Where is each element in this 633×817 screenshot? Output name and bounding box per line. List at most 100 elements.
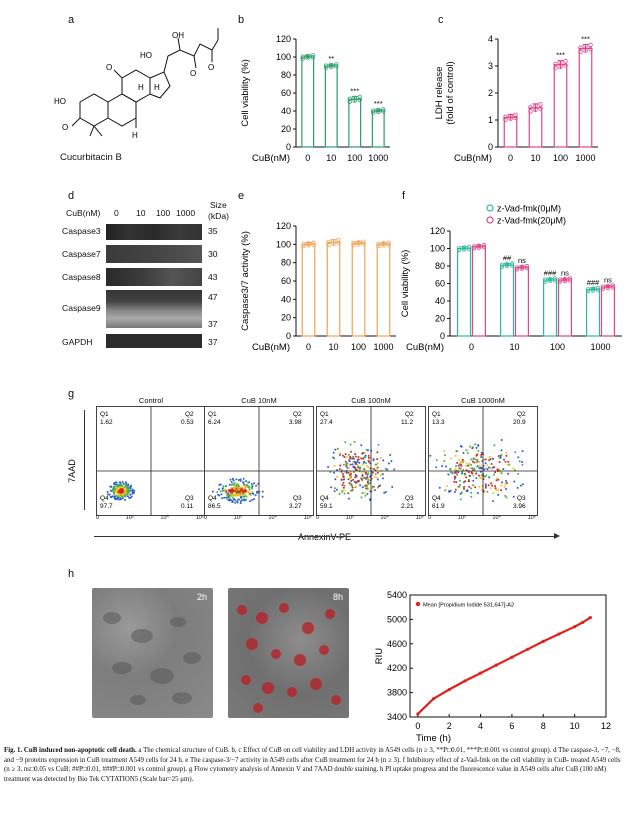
wb-size-caspase3: 35 <box>208 226 218 236</box>
flow-event <box>469 467 472 470</box>
flow-event <box>367 477 370 480</box>
flow-event <box>356 480 359 483</box>
flow-event <box>354 455 357 458</box>
flow-event <box>455 450 458 453</box>
flow-event <box>237 479 240 481</box>
flow-event <box>242 490 245 493</box>
flow-event <box>251 490 254 493</box>
y-tick-label: 80 <box>435 261 445 271</box>
data-point <box>605 283 611 289</box>
flow-event <box>456 473 459 476</box>
flow-event <box>500 439 503 441</box>
flow-event <box>211 490 214 493</box>
flow-event <box>490 487 493 490</box>
flow-event <box>354 481 357 484</box>
flow-event <box>131 490 134 493</box>
flow-event <box>459 483 462 486</box>
data-point <box>329 64 334 70</box>
quadrant-q3-name: Q3 <box>405 495 414 502</box>
flow-event <box>352 471 355 474</box>
flow-event <box>221 487 224 490</box>
flow-event <box>367 459 370 462</box>
y-tick-label: 80 <box>281 258 291 268</box>
x-axis-label: CuB(nM) <box>454 153 492 164</box>
flow-event <box>227 492 229 495</box>
quadrant-q2-value: 20.9 <box>513 419 526 426</box>
flow-event <box>475 472 478 475</box>
flow-event <box>115 494 118 497</box>
flow-x-ticks: 0 10³ 10⁴ 10⁵ <box>428 515 536 521</box>
data-point <box>553 61 558 67</box>
quadrant-q3-value: 3.96 <box>513 503 526 510</box>
x-tick-label: 10 <box>328 342 338 352</box>
flow-event <box>332 451 335 454</box>
flow-event <box>361 475 364 477</box>
flow-event <box>354 453 357 455</box>
flow-event <box>488 466 490 469</box>
legend-marker <box>415 601 421 607</box>
flow-event <box>240 495 243 498</box>
significance-label: ns <box>604 275 612 284</box>
flow-event <box>521 461 524 463</box>
data-point <box>381 243 386 248</box>
data-point <box>538 106 543 111</box>
data-point <box>595 287 601 293</box>
series-point <box>588 615 592 620</box>
flow-event <box>360 444 363 447</box>
x-tick-label: 0 <box>508 153 513 163</box>
flow-event <box>343 478 346 481</box>
flow-event <box>334 478 337 481</box>
data-point <box>583 48 588 53</box>
flow-event <box>253 482 256 485</box>
flow-event <box>464 464 467 467</box>
flow-event <box>348 482 351 484</box>
data-point <box>326 239 331 245</box>
flow-event <box>488 459 490 462</box>
flow-event <box>467 478 470 481</box>
x-tick-label: 0 <box>415 721 420 731</box>
significance-label: ns <box>518 256 526 265</box>
flow-event <box>366 473 369 476</box>
y-tick-label: 0 <box>440 331 445 341</box>
flow-event <box>484 486 487 489</box>
data-point <box>519 264 525 270</box>
flow-event <box>347 471 350 474</box>
flow-event <box>261 490 264 493</box>
wb-lane-0: 0 <box>114 208 119 218</box>
flow-event <box>242 498 245 501</box>
data-point <box>361 239 366 245</box>
western-blot-panel: CuB(nM) 0 10 100 1000 Size (kDa) Caspase… <box>62 200 238 350</box>
y-tick-label: 40 <box>281 294 291 304</box>
flow-event <box>376 471 379 474</box>
wb-lane-100: 100 <box>156 208 171 218</box>
x-tick-label: 10 <box>570 721 580 731</box>
y-tick-label: 4600 <box>387 639 407 649</box>
panel-letter-b: b <box>238 14 245 26</box>
flow-event <box>521 483 524 486</box>
flow-event <box>234 498 236 501</box>
flow-event <box>480 477 483 480</box>
flow-event <box>108 493 111 496</box>
flow-x-ticks: 0 10³ 10⁴ 10⁵ <box>316 515 424 521</box>
flow-event <box>229 499 232 502</box>
flow-event <box>457 471 460 474</box>
flow-event <box>364 471 367 474</box>
x-tick-label: 100 <box>351 342 366 352</box>
x-tick-label: 100 <box>553 153 568 163</box>
flow-event <box>503 485 506 488</box>
quadrant-q2-name: Q2 <box>185 411 194 418</box>
flow-event <box>357 479 360 482</box>
flow-event <box>346 456 348 459</box>
flow-event <box>494 487 497 490</box>
flow-event <box>491 466 494 469</box>
flow-event <box>379 457 382 459</box>
data-point <box>381 109 386 114</box>
data-point <box>300 56 305 61</box>
data-point <box>524 265 530 271</box>
quadrant-q4-name: Q4 <box>100 495 109 502</box>
flow-event <box>358 461 361 464</box>
data-point <box>519 266 525 271</box>
wb-size-caspase9-a: 47 <box>208 292 218 302</box>
flow-event <box>476 453 478 456</box>
wb-band-caspase9 <box>106 290 202 328</box>
